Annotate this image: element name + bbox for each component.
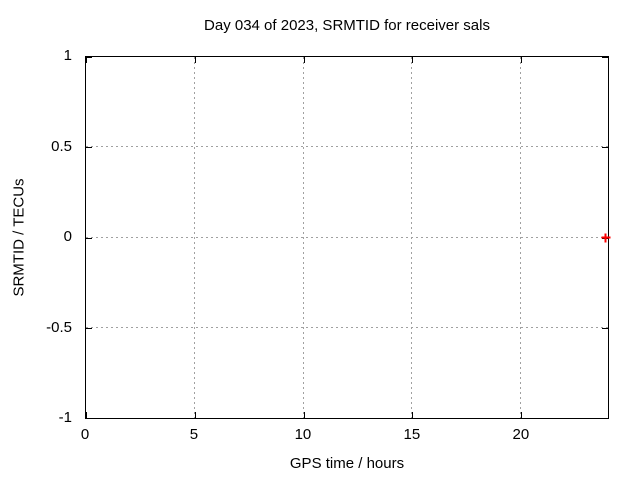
y-tick-mark: [602, 147, 608, 149]
x-tick-mark: [521, 412, 522, 418]
h-gridline: [86, 146, 608, 148]
grid-layer: [86, 57, 608, 418]
y-tick-label: 1: [63, 47, 72, 64]
x-tick-mark: [412, 412, 414, 418]
y-tick-label: 0.5: [51, 137, 72, 155]
x-axis-label: GPS time / hours: [289, 455, 405, 472]
h-gridline: [86, 236, 608, 238]
x-tick-mark: [194, 57, 196, 63]
y-tick-mark: [86, 237, 92, 239]
y-tick-mark: [602, 57, 608, 58]
data-points-layer: [86, 57, 611, 418]
x-tick-label: 15: [403, 426, 421, 443]
y-tick-mark: [86, 57, 92, 58]
y-tick-mark: [86, 147, 92, 149]
y-tick-mark: [86, 327, 92, 329]
y-tick-mark: [86, 418, 92, 419]
x-tick-label: 5: [189, 426, 199, 443]
x-tick-mark: [412, 57, 414, 63]
x-tick-mark: [521, 57, 522, 63]
tick-marks-layer: [86, 57, 608, 419]
h-gridline: [86, 326, 608, 328]
y-tick-label: -0.5: [46, 318, 72, 336]
data-point-marker: [601, 233, 611, 242]
y-tick-label: 0: [63, 228, 72, 245]
x-tick-label: 0: [80, 426, 90, 443]
x-tick-mark: [303, 57, 305, 63]
x-tick-mark: [86, 57, 87, 63]
v-gridline: [193, 57, 195, 418]
y-tick-mark: [602, 327, 608, 329]
y-tick-label: -1: [58, 409, 72, 426]
chart-title: Day 034 of 2023, SRMTID for receiver sal…: [204, 17, 490, 34]
v-gridline: [411, 57, 413, 418]
x-tick-label: 20: [512, 426, 530, 443]
y-tick-mark: [602, 418, 608, 419]
x-tick-label: 10: [294, 426, 312, 443]
x-tick-mark: [194, 412, 196, 418]
x-tick-mark: [303, 412, 305, 418]
v-gridline: [520, 57, 521, 418]
plot-area: [85, 56, 611, 419]
marker-v-bar: [604, 233, 607, 242]
x-tick-mark: [86, 412, 87, 418]
v-gridline: [302, 57, 304, 418]
